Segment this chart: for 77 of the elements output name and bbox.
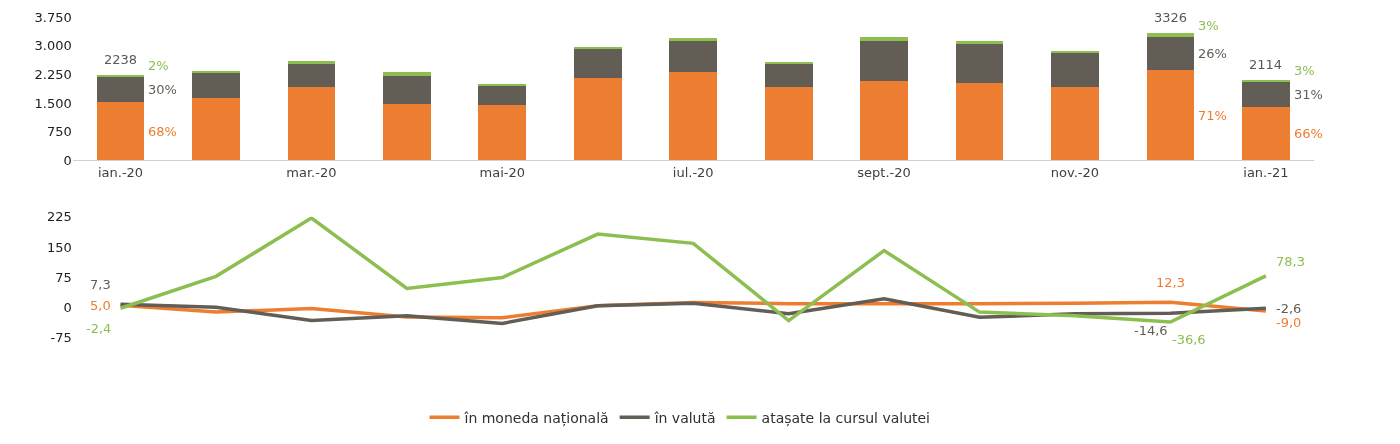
annotation: 71% xyxy=(1198,108,1227,123)
bar xyxy=(955,40,1004,44)
bar xyxy=(955,83,1004,161)
line-series xyxy=(118,297,1268,326)
data-label: -2,6 xyxy=(1276,301,1302,316)
bar xyxy=(287,64,336,88)
bar xyxy=(1146,33,1195,38)
bar xyxy=(860,80,908,161)
bar xyxy=(1146,70,1195,161)
data-label: -2,4 xyxy=(86,321,112,336)
x-tick-label: nov.-20 xyxy=(1050,164,1100,180)
y-tick-label: 75 xyxy=(55,269,72,285)
y-tick-label: -75 xyxy=(50,330,72,345)
annotation: 3% xyxy=(1294,63,1315,78)
annotation: 31% xyxy=(1294,87,1323,102)
data-label: 7,3 xyxy=(90,277,111,292)
bar xyxy=(192,97,240,161)
legend-label: în valută xyxy=(653,409,716,426)
bar xyxy=(1051,52,1099,88)
bar xyxy=(96,76,145,103)
annotation: 26% xyxy=(1198,46,1227,61)
bar xyxy=(1242,106,1290,161)
bar xyxy=(955,43,1004,84)
bar xyxy=(860,36,908,41)
y-tick-label: 150 xyxy=(46,239,72,255)
y-tick-label: 225 xyxy=(46,209,72,225)
bar xyxy=(669,38,718,41)
bar xyxy=(669,40,718,73)
annotation: 66% xyxy=(1294,126,1323,141)
bar xyxy=(383,72,431,77)
data-label: 78,3 xyxy=(1276,254,1305,269)
y-tick-label: 0 xyxy=(63,152,72,168)
y-tick-label: 3.750 xyxy=(34,9,72,25)
data-label: 5,0 xyxy=(90,298,111,313)
bar xyxy=(573,77,622,161)
y-tick-label: 2.250 xyxy=(34,66,72,82)
bar xyxy=(96,102,145,161)
annotation: 2% xyxy=(148,58,169,73)
data-label: -9,0 xyxy=(1276,315,1302,330)
x-tick-label: ian.-20 xyxy=(97,164,144,180)
x-tick-label: mai-20 xyxy=(479,164,526,180)
bar xyxy=(1146,37,1195,71)
x-tick-label: iul.-20 xyxy=(672,164,714,180)
bar xyxy=(669,72,718,161)
bar xyxy=(860,40,908,81)
annotation: 68% xyxy=(148,124,177,139)
y-tick-label: 0 xyxy=(63,299,72,315)
y-tick-label: 750 xyxy=(46,124,72,140)
x-tick-label: sept.-20 xyxy=(857,164,911,180)
annotation: 30% xyxy=(148,82,177,97)
total-label: 2238 xyxy=(104,52,138,67)
data-label: -14,6 xyxy=(1134,323,1168,338)
bar xyxy=(1051,87,1099,161)
bar xyxy=(383,76,431,104)
bar xyxy=(287,87,336,161)
data-label: 12,3 xyxy=(1156,275,1185,290)
total-label: 2114 xyxy=(1249,57,1283,72)
line-series xyxy=(118,216,1268,324)
bar xyxy=(573,48,622,78)
x-tick-label: mar.-20 xyxy=(286,164,337,180)
bar xyxy=(764,87,813,161)
data-label: -36,6 xyxy=(1172,332,1206,347)
bar xyxy=(764,61,813,64)
bar xyxy=(192,72,240,98)
y-tick-label: 1.500 xyxy=(34,95,72,111)
bar xyxy=(383,103,431,161)
bar xyxy=(287,61,336,65)
x-tick-label: ian.-21 xyxy=(1243,164,1289,180)
legend-label: în moneda națională xyxy=(463,409,609,427)
bar xyxy=(478,85,527,106)
legend-label: atașate la cursul valutei xyxy=(761,409,931,427)
bar xyxy=(764,63,813,88)
total-label: 3326 xyxy=(1154,10,1188,25)
bar xyxy=(1242,81,1290,107)
bar xyxy=(478,105,527,161)
annotation: 3% xyxy=(1198,18,1219,33)
y-tick-label: 3.000 xyxy=(34,38,72,54)
